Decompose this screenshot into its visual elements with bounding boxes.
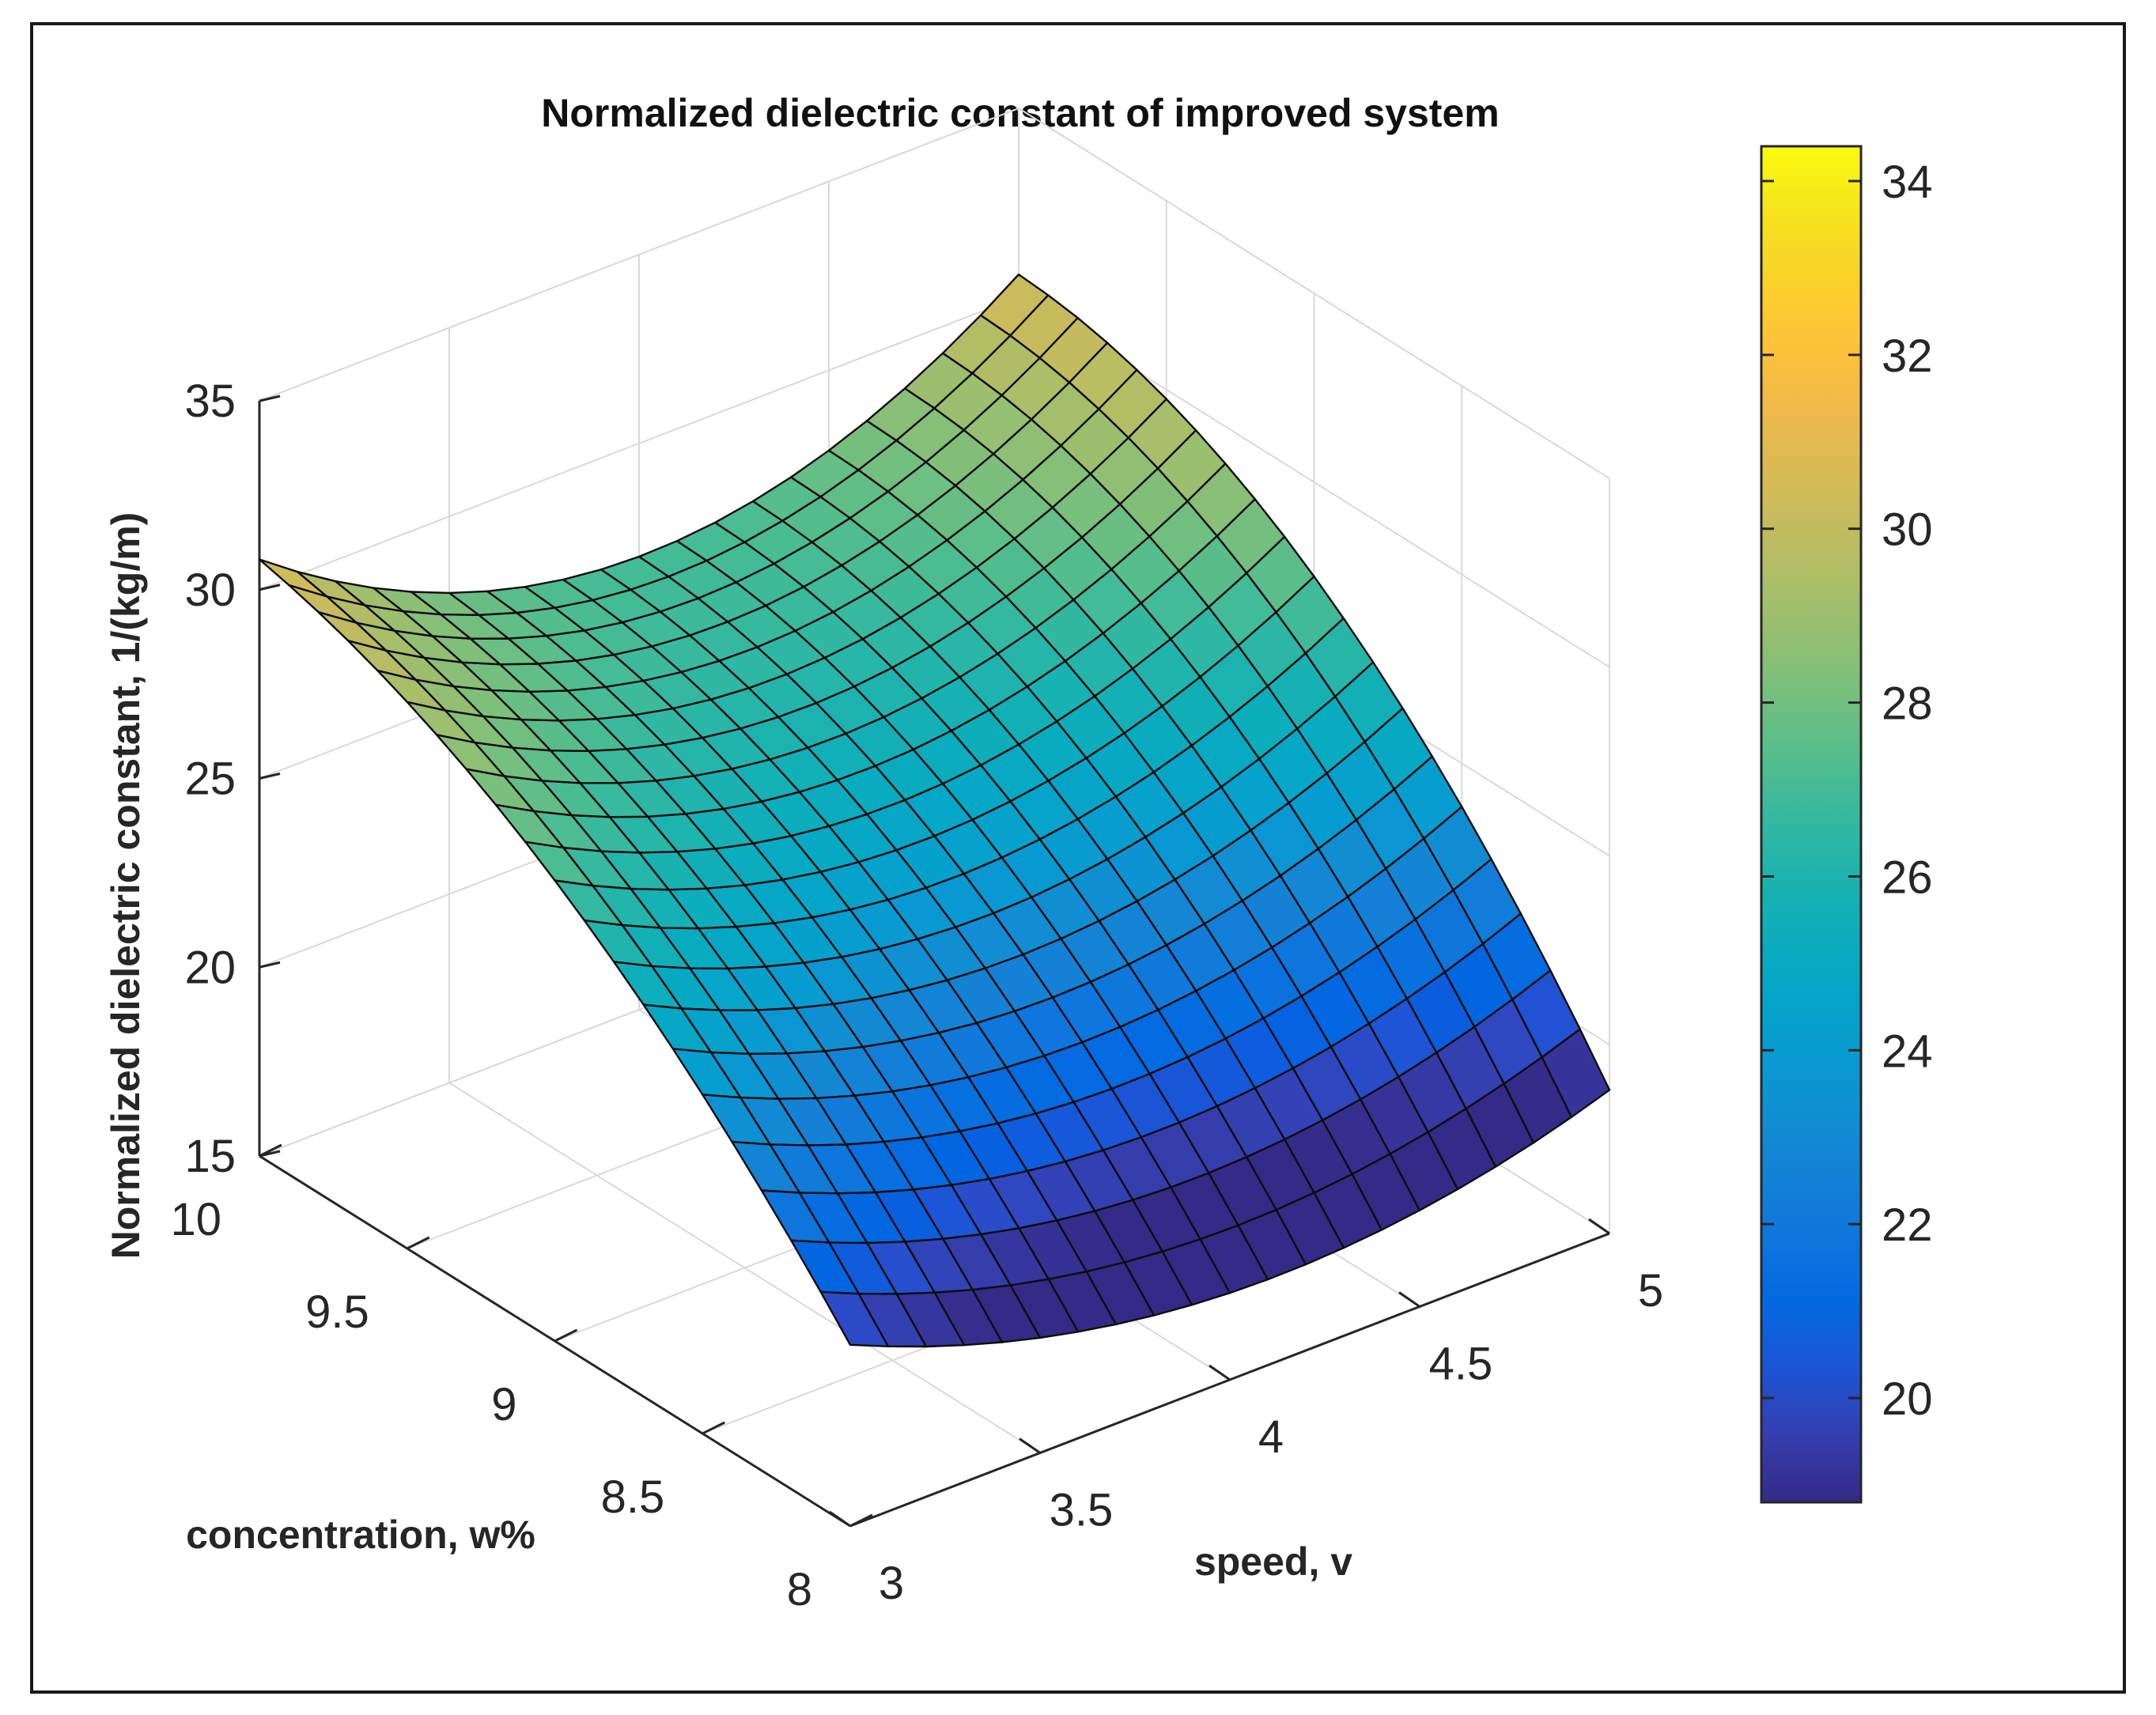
x-tick [1398,1291,1420,1308]
y-tick [407,1236,430,1250]
y-tick [849,1513,873,1528]
box-edge [259,108,1019,402]
box-edge [1018,108,1610,479]
colorbar-ticks: 20 22 24 26 28 30 32 34 [1761,157,1933,1425]
colorbar-tick-label: 30 [1882,504,1933,556]
colorbar-tick-label: 28 [1882,678,1933,730]
y-tick-label: 8 [787,1564,812,1615]
y-tick-label: 8.5 [601,1471,665,1523]
surface-patch [1541,1028,1611,1119]
colorbar-tick-label: 34 [1882,157,1933,208]
colorbar-tick-label: 20 [1882,1373,1933,1425]
colorbar-tick-label: 32 [1882,331,1933,382]
x-tick-label: 3 [879,1558,904,1609]
z-tick-label: 30 [184,565,236,616]
y-tick-label: 10 [170,1194,221,1245]
z-tick-label: 20 [184,942,236,993]
z-tick [259,1150,281,1158]
x-tick-label: 4.5 [1429,1339,1493,1390]
x-tick [1019,1437,1041,1454]
z-axis-label: Normalized dielectric constant, 1/(kg/m) [104,512,148,1260]
colorbar-gradient [1760,145,1863,1504]
x-tick [1208,1364,1231,1381]
y-tick-label: 9.5 [305,1286,369,1338]
y-axis-label: concentration, w% [186,1513,535,1557]
z-tick-label: 35 [184,376,236,427]
y-tick-label: 9 [491,1379,516,1430]
colorbar-tick-label: 24 [1882,1026,1933,1077]
y-tick [554,1328,578,1343]
z-tick [259,773,281,780]
surface-patch [258,558,328,598]
x-tick-label: 5 [1638,1265,1663,1316]
z-tick-label: 25 [184,754,236,805]
x-tick [1588,1218,1610,1235]
z-tick [259,584,281,591]
y-tick [702,1421,725,1435]
x-tick [829,1510,851,1528]
z-tick [259,961,281,969]
colorbar-tick-label: 26 [1882,852,1933,903]
axes: 3 3.5 4 4.5 5 8 8.5 9 9.5 10 15 20 25 30 35 [170,376,1663,1615]
x-tick-label: 4 [1258,1411,1284,1463]
gridline [259,296,1019,591]
surface-patch [819,1290,890,1348]
x-tick-label: 3.5 [1050,1485,1114,1536]
chart-title: Normalized dielectric constant of improv… [541,91,1499,135]
z-tick-label: 15 [184,1131,236,1182]
z-tick [259,395,281,402]
x-axis-label: speed, v [1194,1539,1352,1584]
colorbar: 20 22 24 26 28 30 32 34 [1760,145,1933,1504]
colorbar-tick-label: 22 [1882,1199,1933,1251]
surface [258,273,1611,1348]
